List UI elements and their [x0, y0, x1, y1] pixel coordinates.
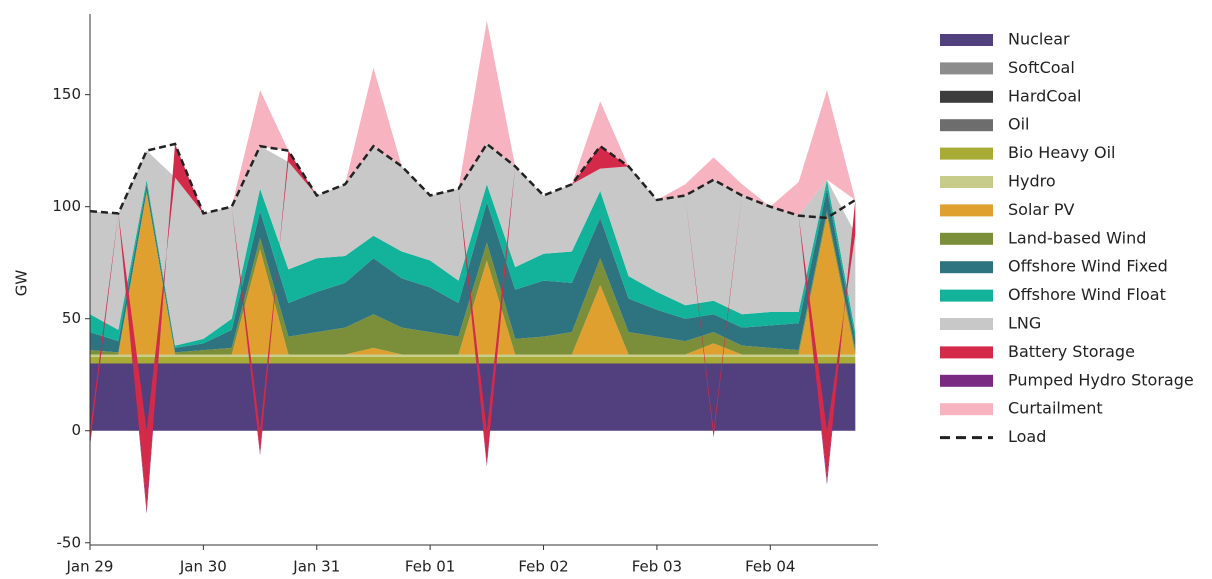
area — [90, 184, 856, 353]
load-line — [89, 142, 856, 220]
legend-swatch — [940, 90, 993, 103]
legend-label: Solar PV — [1008, 200, 1075, 219]
x-tick-label: Jan 30 — [179, 558, 227, 576]
legend-label: Offshore Wind Fixed — [1008, 257, 1168, 276]
y-tick-label: 150 — [52, 85, 81, 103]
x-tick-label: Feb 04 — [745, 558, 795, 576]
legend-label: Bio Heavy Oil — [1008, 143, 1115, 162]
legend-swatch — [940, 119, 993, 132]
area — [90, 356, 856, 364]
legend-swatch — [940, 34, 993, 46]
legend-label: Oil — [1008, 115, 1029, 134]
y-tick-label: 100 — [52, 197, 81, 215]
legend-label: Hydro — [1008, 172, 1056, 191]
area — [90, 191, 856, 355]
y-tick-label: -50 — [57, 533, 82, 551]
legend-swatch — [940, 318, 993, 330]
legend-label: LNG — [1008, 314, 1041, 333]
legend-swatch — [940, 62, 993, 75]
legend-label: Pumped Hydro Storage — [1008, 370, 1194, 389]
legend-swatch — [940, 374, 993, 387]
legend-label: HardCoal — [1008, 86, 1082, 105]
y-axis-label: GW — [13, 270, 31, 297]
legend-label: Battery Storage — [1008, 342, 1135, 361]
legend-swatch — [940, 403, 993, 416]
legend-swatch — [940, 289, 993, 302]
x-tick-label: Jan 29 — [66, 558, 114, 576]
y-tick-label: 0 — [71, 421, 81, 439]
legend-swatch — [940, 147, 993, 160]
legend-label: Load — [1008, 427, 1046, 446]
area — [90, 179, 856, 348]
legend-swatch — [940, 261, 993, 274]
legend-label: Offshore Wind Float — [1008, 285, 1166, 304]
area — [90, 20, 856, 216]
legend-label: SoftCoal — [1008, 58, 1075, 77]
x-tick-label: Feb 03 — [632, 558, 682, 576]
legend-label: Curtailment — [1008, 399, 1103, 418]
y-tick-label: 50 — [62, 309, 81, 327]
legend-swatch — [940, 176, 993, 188]
area — [90, 143, 856, 346]
x-tick-label: Jan 31 — [292, 558, 340, 576]
area — [90, 354, 856, 357]
x-tick-label: Feb 02 — [518, 558, 568, 576]
legend-label: Land-based Wind — [1008, 228, 1146, 247]
legend-swatch — [940, 204, 993, 217]
x-tick-label: Feb 01 — [405, 558, 455, 576]
legend-label: Nuclear — [1008, 30, 1070, 49]
area — [90, 363, 856, 431]
legend-swatch — [940, 346, 993, 359]
legend-swatch — [940, 232, 993, 245]
